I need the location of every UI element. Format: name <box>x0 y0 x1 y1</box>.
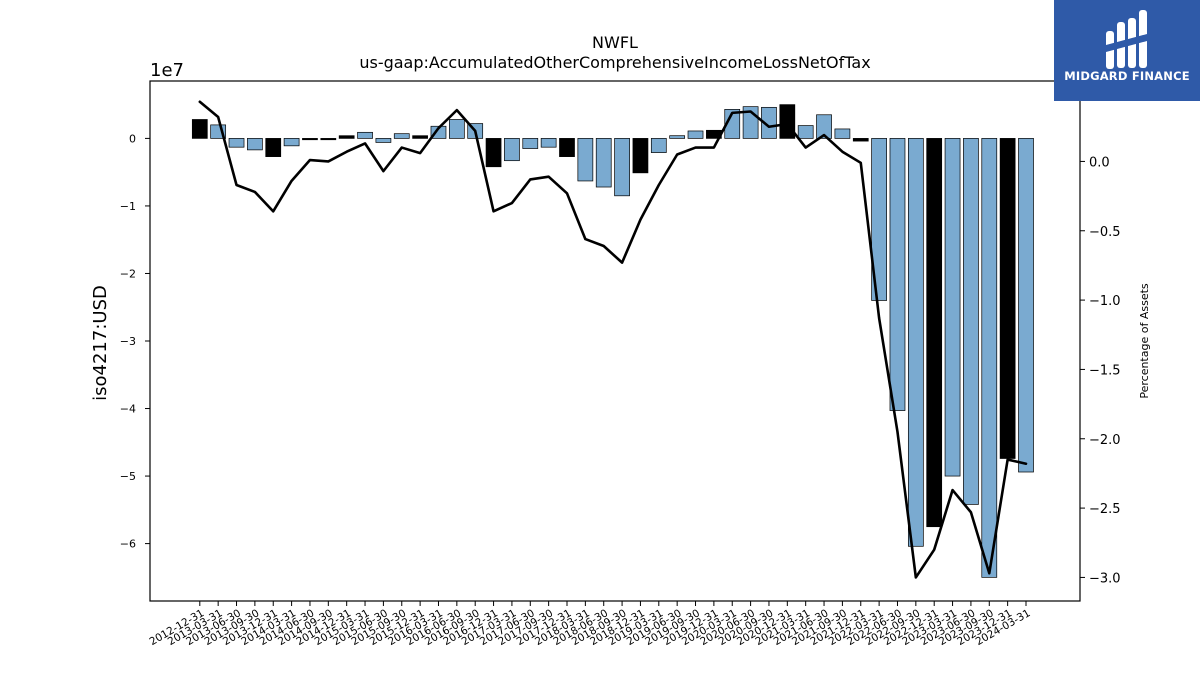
y2-ticks-layer: 0.0 −0.5 −1.0 −1.5 −2.0 −2.5 −3.0 <box>1080 155 1121 586</box>
bar-2021-03-31 <box>797 125 814 139</box>
bar-2017-09-30 <box>540 138 557 148</box>
y-tick-label: −4 <box>120 403 136 416</box>
bar-2018-03-31 <box>577 138 594 182</box>
y2-tick-label: −2.0 <box>1089 433 1121 448</box>
logo-emblem-icon <box>1106 10 1147 69</box>
x-ticks-layer: 2012-12-312013-03-312013-06-302013-09-30… <box>147 601 1033 648</box>
y2-tick-label: −1.5 <box>1089 363 1121 378</box>
bar-2017-03-31 <box>504 138 520 162</box>
y2-tick-label: −0.5 <box>1089 225 1121 240</box>
bar-2020-09-30 <box>761 106 777 139</box>
bars-layer <box>191 104 1034 578</box>
bar-2013-06-30 <box>228 138 245 148</box>
bar-2019-09-30 <box>687 130 704 139</box>
y-tick-label: −6 <box>120 538 136 551</box>
bar-2012-12-31 <box>191 119 208 139</box>
y2-tick-label: −2.5 <box>1089 502 1121 517</box>
bar-2021-06-30 <box>816 114 832 139</box>
bar-2015-12-31 <box>412 135 428 139</box>
chart-title: NWFL <box>592 33 638 52</box>
bar-2014-12-31 <box>338 135 355 139</box>
bar-2019-06-30 <box>669 135 686 139</box>
bar-2018-12-31 <box>632 138 649 174</box>
bar-2024-03-31 <box>1018 138 1034 473</box>
bar-2018-09-30 <box>614 138 630 197</box>
y-axis-offset-label: 1e7 <box>150 60 184 81</box>
bar-2023-06-30 <box>963 138 979 505</box>
y-ticks-layer: 0 −1 −2 −3 −4 −5 −6 <box>120 132 150 551</box>
y2-tick-label: 0.0 <box>1089 155 1110 170</box>
y-axis-label: iso4217:USD <box>90 285 111 401</box>
bar-2014-09-30 <box>320 138 337 141</box>
bar-2021-12-31 <box>852 138 869 142</box>
bar-2014-03-31 <box>283 138 300 147</box>
bar-2017-06-30 <box>522 138 539 149</box>
y-tick-label: −5 <box>120 470 136 483</box>
bar-2016-12-31 <box>485 138 502 168</box>
bar-2015-09-30 <box>393 133 410 139</box>
bar-2021-09-30 <box>834 128 851 139</box>
bar-2023-09-30 <box>981 138 998 578</box>
bar-2017-12-31 <box>559 138 575 157</box>
bar-2022-03-31 <box>871 138 887 301</box>
y2-tick-label: −3.0 <box>1089 571 1121 586</box>
bar-2023-12-31 <box>999 138 1016 459</box>
bar-2015-06-30 <box>375 138 392 143</box>
bar-2014-06-30 <box>302 138 318 141</box>
bar-2013-09-30 <box>247 138 263 151</box>
bar-2013-12-31 <box>265 138 282 157</box>
midgard-finance-logo: MIDGARD FINANCE <box>1054 0 1200 101</box>
bar-2020-03-31 <box>724 109 741 139</box>
bar-2018-06-30 <box>595 138 612 188</box>
bar-2019-03-31 <box>650 138 667 153</box>
logo-text: MIDGARD FINANCE <box>1064 69 1190 83</box>
line-layer <box>198 100 1028 579</box>
bar-2015-03-31 <box>357 131 373 139</box>
bar-2023-03-31 <box>944 138 961 477</box>
bar-2020-12-31 <box>779 104 796 139</box>
bar-2022-09-30 <box>907 138 924 547</box>
y-tick-label: −2 <box>120 267 136 280</box>
percentage-of-assets-line <box>198 100 1028 579</box>
bar-2022-06-30 <box>889 138 906 411</box>
bar-2016-06-30 <box>448 119 465 139</box>
y2-axis-label: Percentage of Assets <box>1138 283 1151 399</box>
y2-tick-label: −1.0 <box>1089 294 1121 309</box>
y-tick-label: −1 <box>120 200 136 213</box>
bar-2022-12-31 <box>926 138 943 528</box>
y-tick-label: 0 <box>129 132 136 145</box>
chart-subtitle: us-gaap:AccumulatedOtherComprehensiveInc… <box>359 53 870 72</box>
y-tick-label: −3 <box>120 335 136 348</box>
